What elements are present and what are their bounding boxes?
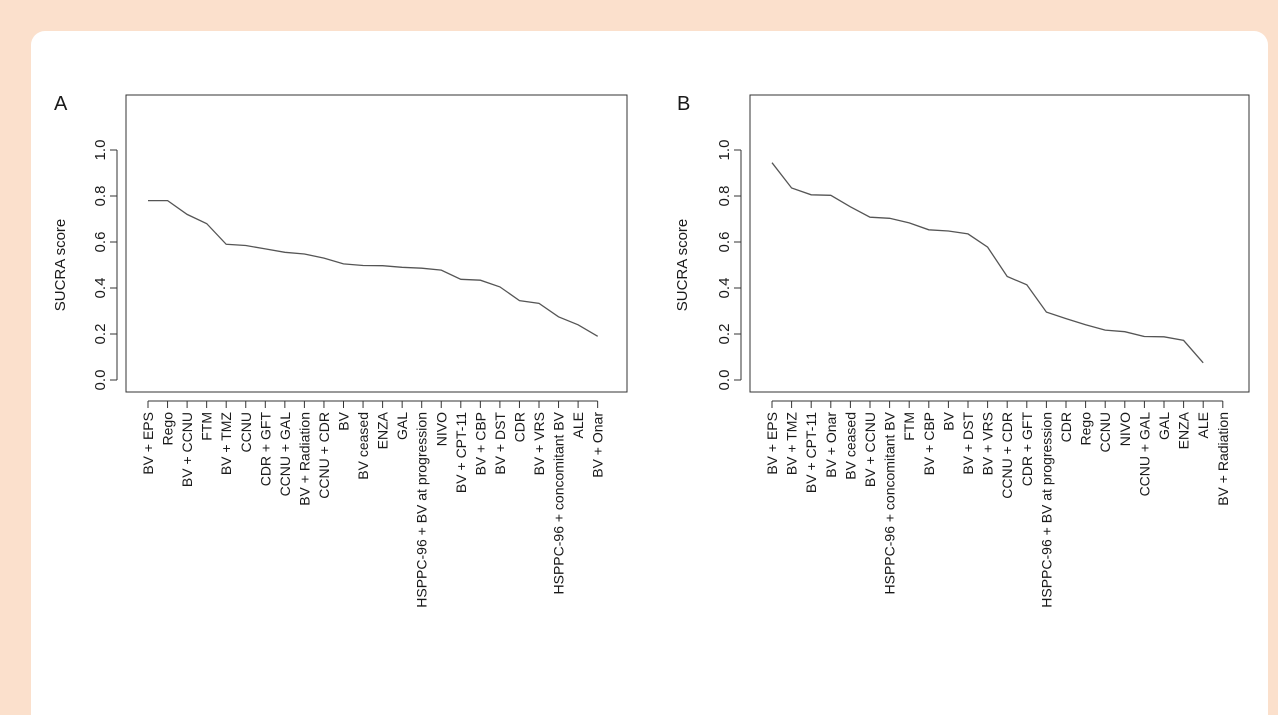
charta-y-tick-label: 0.2	[92, 324, 109, 345]
chartb-category-label: BV + CPT-11	[803, 412, 819, 493]
chartb-category-label: NIVO	[1117, 412, 1133, 446]
chartb-category-label: CCNU	[1097, 412, 1113, 452]
charta-category-label: BV + DST	[492, 412, 508, 475]
charta-category-label: CDR	[511, 412, 527, 442]
chartb-category-label: HSPPC-96 + concomitant BV	[882, 411, 898, 594]
chartb-y-tick-label: 0.0	[716, 370, 733, 391]
chartb-y-tick-label: 1.0	[716, 140, 733, 161]
chartb-y-axis-title: SUCRA score	[674, 219, 691, 312]
chartb-category-label: ENZA	[1176, 411, 1192, 449]
charta-category-label: BV	[336, 411, 352, 430]
charta-category-label: BV + CCNU	[179, 412, 195, 487]
charta-category-label: BV + CPT-11	[453, 412, 469, 493]
chartb-category-label: BV + Radiation	[1215, 412, 1231, 506]
chartb-category-label: BV + Onar	[823, 412, 839, 478]
chartb-category-label: BV	[940, 411, 956, 430]
charta-category-label: BV + VRS	[531, 412, 547, 475]
charta-plot-frame	[125, 94, 628, 393]
charta-y-tick-label: 0.4	[92, 278, 109, 299]
chartb-y-tick-label: 0.8	[716, 186, 733, 207]
charta-category-label: FTM	[199, 412, 215, 441]
charta-category-label: ENZA	[375, 411, 391, 449]
charta-y-tick-label: 0.6	[92, 232, 109, 253]
figure-panel	[31, 31, 1268, 715]
charta-y-axis-title: SUCRA score	[52, 219, 69, 312]
chartb-category-label: BV ceased	[842, 412, 858, 480]
chartb-y-tick-label: 0.2	[716, 324, 733, 345]
chartb-category-label: GAL	[1156, 412, 1172, 440]
charta-category-label: NIVO	[433, 412, 449, 446]
chartb-category-label: BV + CBP	[921, 412, 937, 475]
charta-y-tick-label: 0.8	[92, 186, 109, 207]
chartb-plot-frame	[749, 94, 1250, 393]
chartb-category-label: CCNU + GAL	[1136, 412, 1152, 497]
charta-category-label: GAL	[394, 412, 410, 440]
chartb-category-label: HSPPC-96 + BV at progression	[1038, 412, 1054, 608]
chartb-category-label: BV + EPS	[764, 412, 780, 475]
chartb-category-label: CCNU + CDR	[999, 412, 1015, 499]
charta-category-label: BV + Radiation	[296, 412, 312, 506]
charta-category-label: BV + EPS	[140, 412, 156, 475]
charta-panel-label: A	[54, 93, 68, 115]
chartb-category-label: BV + CCNU	[862, 412, 878, 487]
chartb-series-line	[771, 162, 1204, 364]
chartb-category-label: BV + VRS	[980, 412, 996, 475]
chartb-category-label: Rego	[1078, 412, 1094, 446]
charta-category-label: Rego	[160, 412, 176, 446]
chartb-category-label: ALE	[1195, 412, 1211, 438]
charta-category-label: HSPPC-96 + concomitant BV	[551, 411, 567, 594]
charta-category-label: BV + Onar	[590, 412, 606, 478]
chartb-panel-label: B	[677, 93, 690, 115]
chartb-category-label: FTM	[901, 412, 917, 441]
charta-category-label: CDR + GFT	[257, 412, 273, 487]
chartb-y-tick-label: 0.4	[716, 278, 733, 299]
charta-category-label: BV + TMZ	[218, 412, 234, 476]
charta-y-tick-label: 1.0	[92, 140, 109, 161]
charta-series-line	[148, 199, 599, 337]
charta-category-label: CCNU + CDR	[316, 412, 332, 499]
charta-y-tick-label: 0.0	[92, 370, 109, 391]
chartb-category-label: BV + TMZ	[784, 412, 800, 476]
chartb-category-label: CDR + GFT	[1019, 412, 1035, 487]
charta-category-label: HSPPC-96 + BV at progression	[414, 412, 430, 608]
charta-category-label: CCNU + GAL	[277, 412, 293, 497]
charta-category-label: BV ceased	[355, 412, 371, 480]
charta-category-label: BV + CBP	[472, 412, 488, 475]
chartb-y-tick-label: 0.6	[716, 232, 733, 253]
charta-category-label: ALE	[570, 412, 586, 438]
chartb-category-label: CDR	[1058, 412, 1074, 442]
chartb-category-label: BV + DST	[960, 412, 976, 475]
charta-category-label: CCNU	[238, 412, 254, 452]
